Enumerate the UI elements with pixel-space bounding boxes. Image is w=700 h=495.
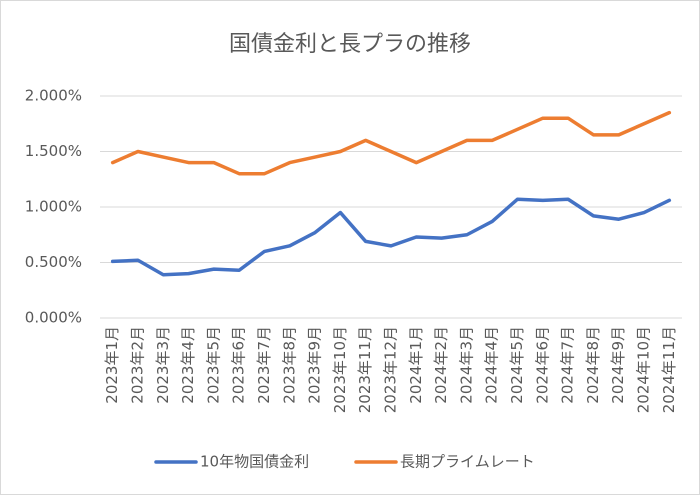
x-tick-label: 2024年7月 xyxy=(559,326,577,404)
x-tick-label: 2023年7月 xyxy=(255,326,273,404)
x-tick-label: 2023年9月 xyxy=(306,326,324,404)
x-tick-label: 2024年11月 xyxy=(660,326,678,413)
x-tick-label: 2023年1月 xyxy=(103,326,121,404)
x-tick-label: 2023年3月 xyxy=(154,326,172,404)
y-tick-label: 2.000% xyxy=(25,87,82,105)
series-line xyxy=(110,110,672,176)
chart-title: 国債金利と長プラの推移 xyxy=(229,32,471,57)
y-tick-label: 1.000% xyxy=(25,198,82,216)
x-tick-label: 2024年3月 xyxy=(457,326,475,404)
x-tick-label: 2023年6月 xyxy=(230,326,248,404)
x-tick-label: 2023年10月 xyxy=(331,326,349,413)
y-tick-label: 0.500% xyxy=(25,253,82,271)
x-tick-label: 2024年1月 xyxy=(407,326,425,404)
x-tick-label: 2024年4月 xyxy=(483,326,501,404)
x-tick-label: 2024年8月 xyxy=(584,326,602,404)
x-tick-label: 2023年11月 xyxy=(356,326,374,413)
y-tick-label: 0.000% xyxy=(25,309,82,327)
x-tick-label: 2024年5月 xyxy=(508,326,526,404)
x-tick-label: 2023年2月 xyxy=(128,326,146,404)
legend-label: 長期プライムレート xyxy=(400,453,535,471)
legend-label: 10年物国債金利 xyxy=(200,453,309,471)
x-tick-label: 2024年6月 xyxy=(533,326,551,404)
series-line xyxy=(110,197,672,277)
x-tick-label: 2024年2月 xyxy=(432,326,450,404)
x-tick-label: 2023年5月 xyxy=(204,326,222,404)
x-tick-label: 2023年4月 xyxy=(179,326,197,404)
x-tick-label: 2024年10月 xyxy=(635,326,653,413)
y-tick-label: 1.500% xyxy=(25,142,82,160)
x-tick-label: 2023年8月 xyxy=(280,326,298,404)
x-tick-label: 2024年9月 xyxy=(609,326,627,404)
x-tick-label: 2023年12月 xyxy=(382,326,400,413)
